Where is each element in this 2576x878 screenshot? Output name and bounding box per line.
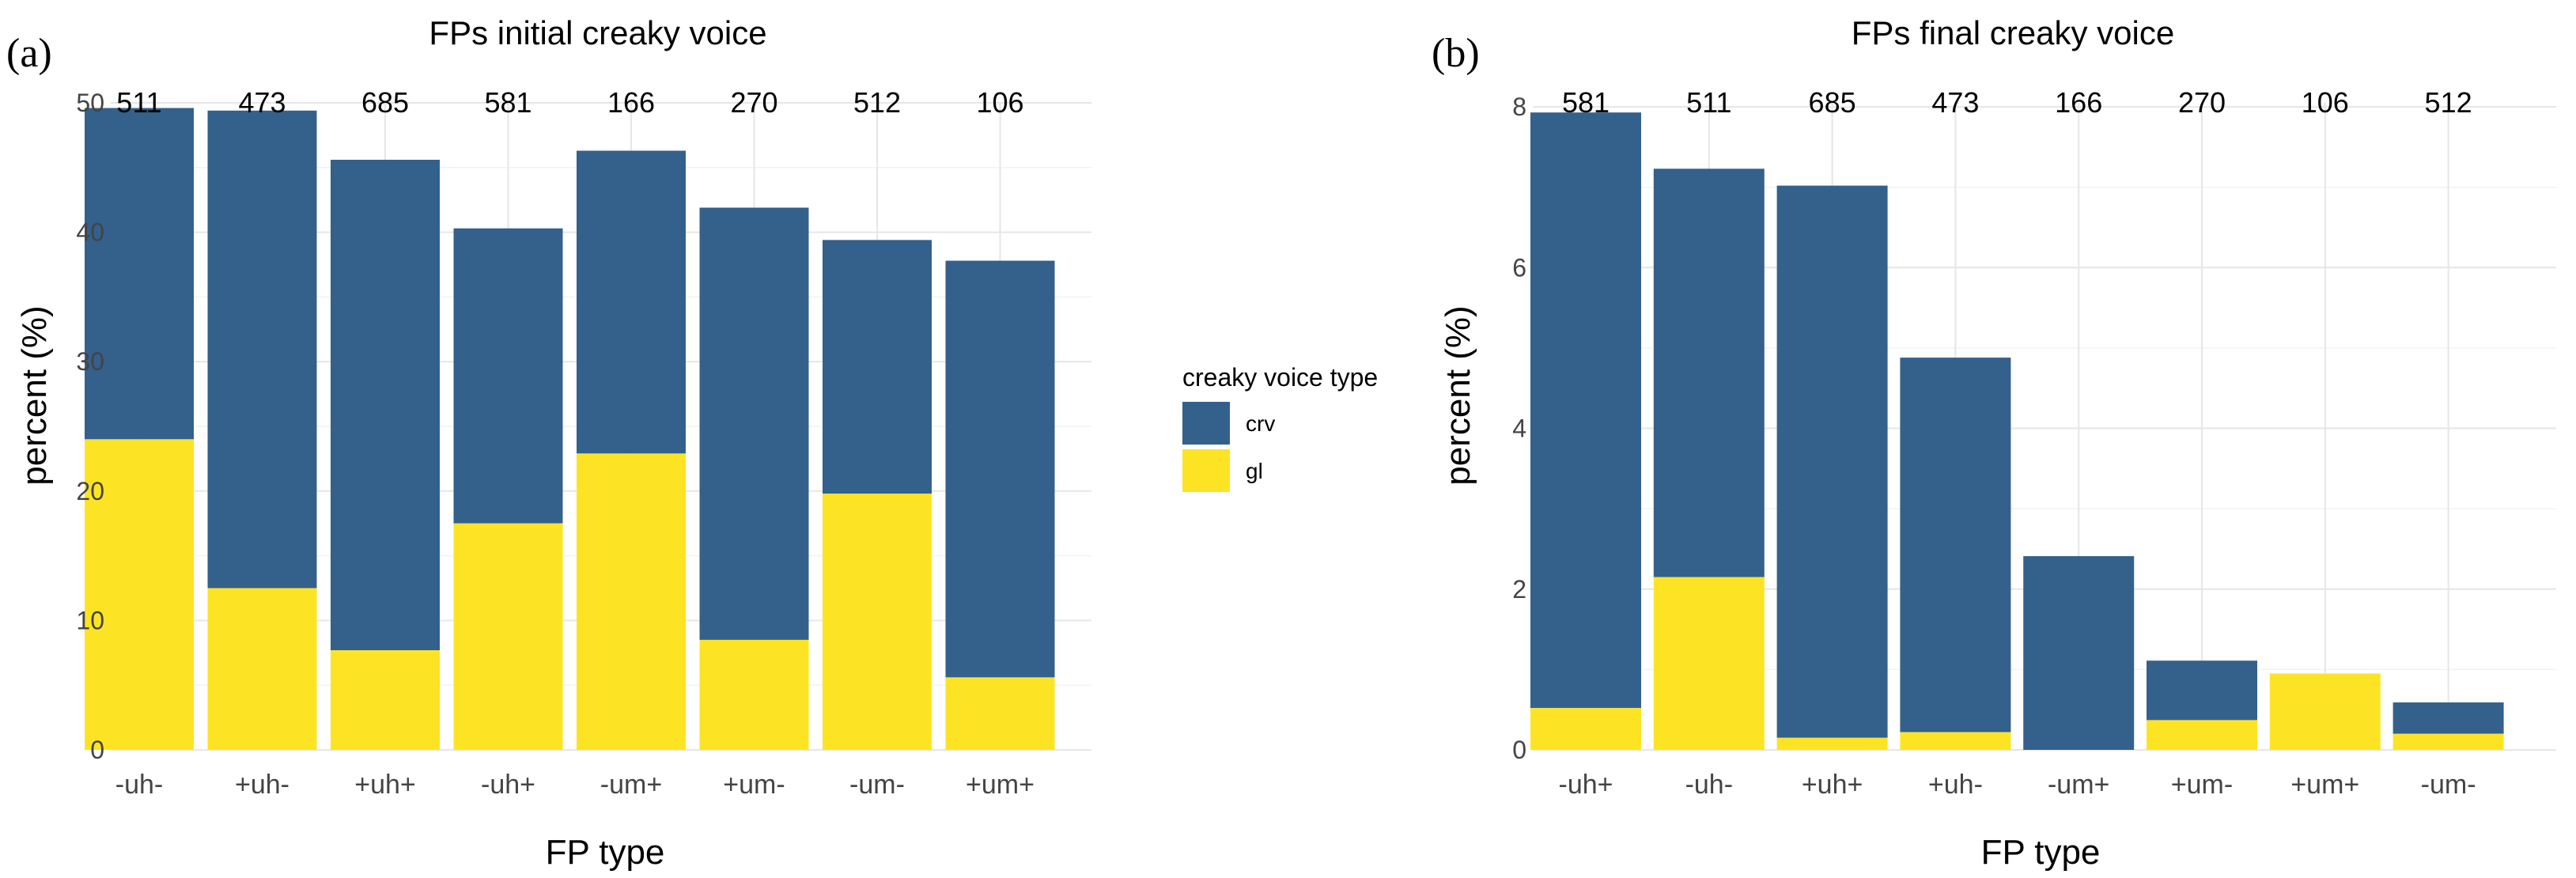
count-label: 511 [116,86,161,119]
bar-segment-gl-+uh- [207,588,317,750]
bar-segment-crv-+uh+ [1776,185,1888,738]
x-tick-label: +uh+ [1802,770,1863,800]
legend-title: creaky voice type [1182,363,1378,392]
y-tick-label: 0 [90,736,104,764]
y-tick-label: 40 [76,218,104,247]
bar-segment-crv--um+ [577,150,686,454]
bar-segment-gl-+uh- [1900,732,2011,750]
count-label: 270 [2178,86,2226,119]
bar-segment-crv-+uh- [1900,358,2011,732]
x-tick-label: -um+ [600,770,662,800]
x-axis-title-b: FP type [1981,833,2101,872]
x-tick-label: -uh+ [481,770,535,800]
bar-segment-crv--uh+ [453,228,563,524]
y-tick-labels-a: 0 10 20 30 40 50 [76,89,104,764]
bar-segment-gl-+uh+ [331,650,440,750]
y-tick-label: 2 [1512,575,1526,604]
x-tick-label: +uh- [235,770,289,800]
bar-segment-gl--um- [823,494,932,750]
bar-segment-crv-+uh- [207,110,317,588]
bar-segment-gl--uh+ [453,523,563,750]
y-tick-label: 4 [1512,414,1526,443]
y-tick-label: 50 [76,89,104,117]
count-label: 581 [484,86,531,119]
bar-segment-gl--um+ [577,453,686,750]
count-labels-a: 511 473 685 581 166 270 512 106 [116,86,1023,119]
bar-segment-gl-+um+ [2269,673,2381,750]
y-tick-label: 8 [1512,93,1526,121]
bar-segment-crv--uh- [85,108,194,440]
legend-swatch-gl [1182,449,1230,492]
x-tick-label: -um+ [2048,770,2109,800]
y-axis-title-a: percent (%) [15,305,54,485]
y-tick-label: 20 [76,477,104,505]
panel-letter-b: (b) [1432,31,1480,76]
count-label: 473 [1931,86,1979,119]
bar-segment-crv-+um- [699,207,809,640]
count-label: 270 [730,86,777,119]
x-tick-label: +um+ [2290,770,2359,800]
panel-letter-a: (a) [6,31,52,76]
bar-segment-gl--um- [2393,733,2504,750]
count-label: 512 [2425,86,2472,119]
bars-a [85,108,1055,750]
bar-segment-gl--uh- [85,439,194,750]
x-tick-label: -uh- [1685,770,1733,800]
legend-label-gl: gl [1246,459,1263,483]
count-label: 511 [1686,86,1731,119]
count-label: 512 [853,86,901,119]
bar-segment-gl-+uh+ [1776,737,1888,750]
x-tick-labels-a: -uh- +uh- +uh+ -uh+ -um+ +um- -um- +um+ [115,770,1035,800]
x-tick-label: +um+ [966,770,1035,800]
bar-segment-gl--uh+ [1530,708,1641,750]
legend: creaky voice type crv gl [1182,363,1378,492]
y-axis-title-b: percent (%) [1439,305,1477,485]
x-tick-label: -um- [2421,770,2476,800]
bar-segment-gl--uh- [1653,577,1765,750]
y-tick-label: 30 [76,347,104,376]
x-tick-label: +uh+ [354,770,416,800]
x-tick-label: +um- [723,770,785,800]
bars-b [1530,112,2504,750]
x-tick-label: -uh- [115,770,163,800]
count-label: 685 [1809,86,1856,119]
bar-segment-crv--um+ [2023,556,2135,750]
x-axis-title-a: FP type [546,833,665,872]
bar-segment-crv--uh+ [1530,112,1641,709]
count-label: 106 [976,86,1023,119]
count-label: 166 [607,86,655,119]
bar-segment-gl-+um- [2147,720,2257,750]
bar-segment-crv--uh- [1653,168,1765,577]
chart-panel-a: (a) FPs initial creaky voice 511 473 685 58… [6,14,1091,872]
bar-segment-gl-+um+ [945,677,1055,750]
y-tick-label: 6 [1512,253,1526,282]
count-label: 166 [2055,86,2102,119]
bar-segment-crv-+um+ [945,260,1055,678]
count-label: 685 [361,86,409,119]
y-tick-labels-b: 0 2 4 6 8 [1512,93,1526,764]
chart-title-a: FPs initial creaky voice [429,14,766,51]
x-tick-labels-b: -uh+ -uh- +uh+ +uh- -um+ +um- +um+ -um- [1559,770,2476,800]
x-tick-label: +um- [2171,770,2233,800]
count-labels-b: 581 511 685 473 166 270 106 512 [1562,86,2472,119]
bar-segment-crv-+uh+ [331,159,440,651]
x-tick-label: -um- [849,770,905,800]
count-label: 473 [238,86,286,119]
y-tick-label: 10 [76,606,104,634]
y-tick-label: 0 [1512,736,1526,764]
bar-segment-crv--um- [823,240,932,494]
bar-segment-gl-+um- [699,639,809,750]
chart-panel-b: (b) FPs final creaky voice 581 511 685 473 1… [1432,14,2556,872]
count-label: 581 [1562,86,1610,119]
bar-segment-crv--um- [2393,702,2504,734]
count-label: 106 [2302,86,2349,119]
legend-label-crv: crv [1246,411,1275,436]
x-tick-label: +uh- [1928,770,1983,800]
x-tick-label: -uh+ [1559,770,1613,800]
legend-swatch-crv [1182,402,1230,445]
chart-title-b: FPs final creaky voice [1852,14,2174,51]
bar-segment-crv-+um- [2147,660,2257,721]
